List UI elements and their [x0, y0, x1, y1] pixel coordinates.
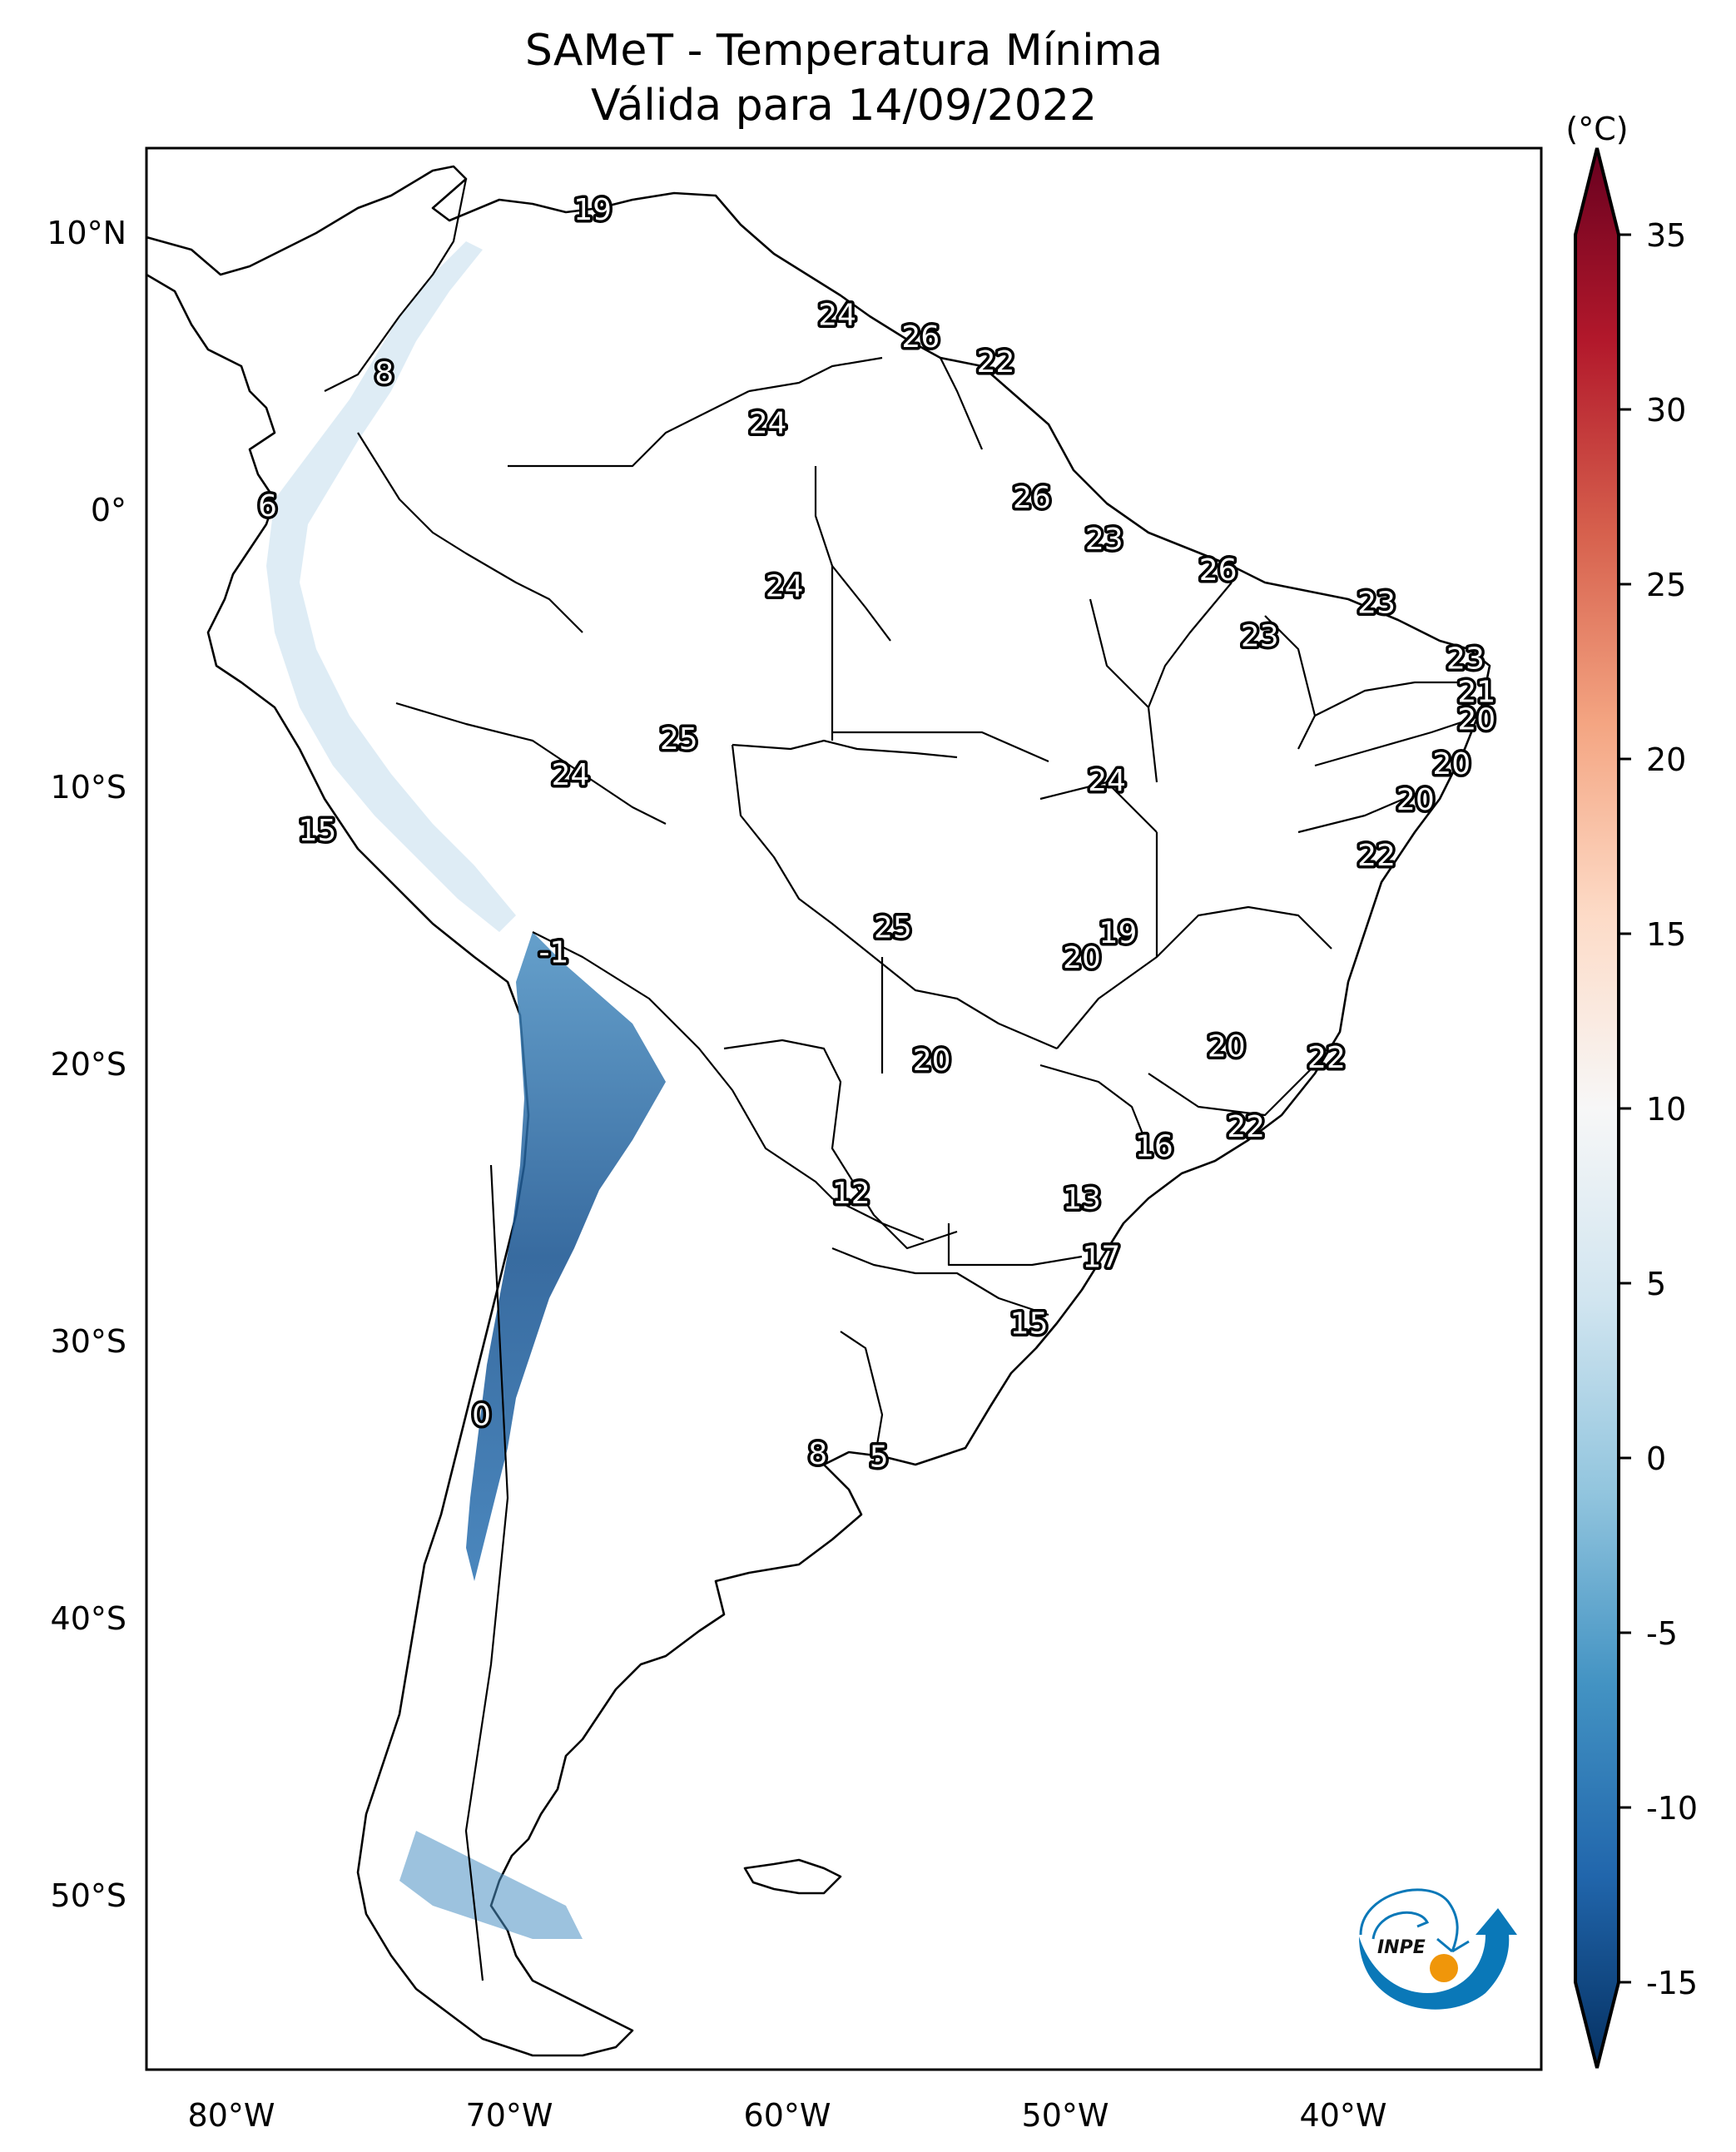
temperature-label: -1 — [538, 935, 568, 969]
temperature-label: 23 — [1446, 642, 1485, 676]
colorbar-tick-label: -10 — [1646, 1790, 1698, 1827]
y-tick-label: 40°S — [51, 1600, 126, 1637]
temperature-label: 5 — [870, 1440, 889, 1474]
temperature-label: 23 — [1085, 523, 1123, 557]
x-axis-ticks: 80°W 70°W 60°W 50°W 40°W — [188, 2097, 1387, 2134]
temperature-label: 17 — [1083, 1241, 1121, 1275]
colorbar-tick-label: 25 — [1646, 567, 1686, 603]
temperature-label: 13 — [1063, 1183, 1101, 1217]
colorbar: (°C) 35 30 25 20 15 10 5 0 -5 -10 -15 — [1565, 111, 1698, 2069]
colorbar-tick-label: 10 — [1646, 1091, 1686, 1128]
temperature-label: 6 — [258, 489, 277, 523]
inpe-logo: INPE — [1359, 1888, 1517, 2010]
patagonia-cold-south — [399, 1831, 583, 1939]
temperature-label: 22 — [1307, 1041, 1346, 1075]
colorbar-tick-label: 30 — [1646, 392, 1686, 429]
inpe-logo-swoosh — [1359, 1908, 1517, 2010]
temperature-label: 25 — [660, 722, 698, 756]
temperature-label: 26 — [1013, 481, 1051, 515]
y-axis-ticks: 10°N 0° 10°S 20°S 30°S 40°S 50°S — [47, 215, 126, 1914]
temperature-label: 22 — [977, 345, 1015, 379]
x-tick-label: 60°W — [744, 2097, 831, 2134]
chart-title-line-2: Válida para 14/09/2022 — [590, 81, 1098, 131]
temperature-label: 20 — [1063, 941, 1101, 975]
temperature-label: 20 — [913, 1044, 951, 1078]
temperature-label: 26 — [1199, 553, 1238, 588]
y-tick-label: 20°S — [51, 1046, 126, 1083]
inpe-logo-text: INPE — [1377, 1937, 1426, 1958]
temperature-label: 20 — [1432, 747, 1471, 781]
temperature-label: 24 — [749, 406, 787, 440]
temperature-label: 8 — [808, 1437, 827, 1471]
temperature-label: 8 — [374, 356, 394, 390]
temperature-label: 24 — [818, 298, 856, 332]
temperature-label: 25 — [874, 910, 912, 945]
x-tick-label: 70°W — [466, 2097, 553, 2134]
colorbar-tick-label: 35 — [1646, 217, 1686, 254]
temperature-label: 15 — [1010, 1307, 1049, 1341]
colorbar-unit-label: (°C) — [1565, 111, 1628, 147]
inpe-logo-sun — [1430, 1954, 1458, 1982]
inpe-logo-orbit — [1359, 1888, 1470, 1953]
y-tick-label: 10°N — [47, 215, 126, 251]
temperature-label: 0 — [472, 1398, 491, 1432]
colorbar-tick-label: 20 — [1646, 741, 1686, 778]
x-tick-label: 80°W — [188, 2097, 275, 2134]
colorbar-tick-label: 5 — [1646, 1266, 1666, 1302]
temperature-label: 24 — [766, 570, 804, 604]
falkland-islands — [743, 1858, 842, 1895]
temperature-label: 22 — [1357, 839, 1396, 873]
temperature-label: 19 — [573, 193, 612, 227]
colorbar-tick-label: -15 — [1646, 1965, 1698, 2001]
y-tick-label: 50°S — [51, 1877, 126, 1914]
colorbar-tick-label: 15 — [1646, 916, 1686, 953]
temperature-label: 15 — [299, 814, 337, 848]
colorbar-tick-label: 0 — [1646, 1440, 1666, 1477]
colorbar-ticks: 35 30 25 20 15 10 5 0 -5 -10 -15 — [1619, 217, 1698, 2001]
temperature-label: 16 — [1135, 1129, 1173, 1163]
x-tick-label: 50°W — [1022, 2097, 1109, 2134]
temperature-label: 20 — [1396, 783, 1435, 817]
x-tick-label: 40°W — [1300, 2097, 1387, 2134]
temperature-label: 20 — [1457, 703, 1495, 737]
map-frame — [145, 146, 1543, 2071]
andes-north-cool-band — [266, 241, 516, 932]
colorbar-tick-label: -5 — [1646, 1615, 1678, 1652]
temperature-label: 12 — [832, 1177, 870, 1211]
temperature-label: 21 — [1457, 675, 1495, 709]
colorbar-body — [1574, 147, 1620, 2069]
andes-cold-region — [466, 932, 666, 1581]
south-america-landmass — [146, 165, 1491, 2057]
temperature-label: 26 — [901, 320, 940, 355]
y-tick-label: 10°S — [51, 769, 126, 806]
temperature-label: 22 — [1227, 1110, 1265, 1144]
temperature-label: 24 — [552, 758, 590, 792]
temperature-label: 23 — [1241, 620, 1279, 654]
chart-title-line-1: SAMeT - Temperatura Mínima — [524, 26, 1163, 76]
y-tick-label: 0° — [91, 492, 126, 528]
temperature-label: 24 — [1088, 764, 1126, 798]
temperature-label: 20 — [1208, 1030, 1246, 1064]
temperature-label: 23 — [1357, 587, 1396, 621]
y-tick-label: 30°S — [51, 1323, 126, 1360]
temperature-label: 19 — [1099, 916, 1138, 950]
country-borders — [324, 178, 1482, 1981]
